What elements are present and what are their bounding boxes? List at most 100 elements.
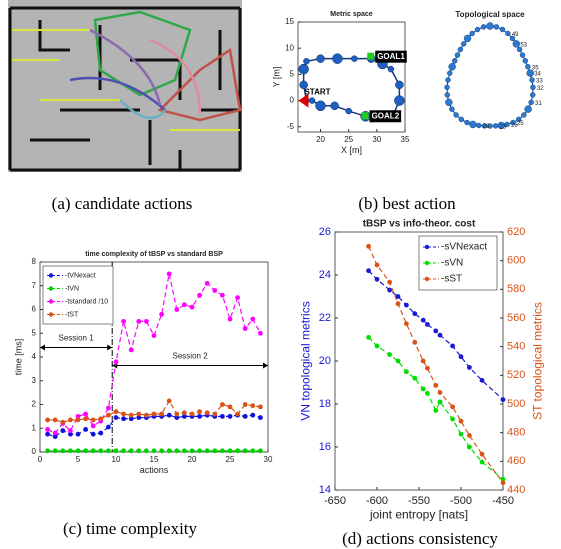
graph-node (470, 31, 475, 36)
point (144, 448, 149, 453)
point (76, 418, 81, 423)
point (450, 344, 455, 349)
point (375, 263, 380, 268)
chart-title: Topological space (455, 10, 525, 19)
point (404, 369, 409, 374)
graph-node (513, 40, 520, 47)
point (258, 415, 263, 420)
legend-label: -tVN (65, 285, 79, 292)
point (212, 288, 217, 293)
legend-marker (49, 299, 53, 303)
point (190, 305, 195, 310)
x-tick-label: 25 (344, 135, 353, 144)
graph-node (525, 64, 530, 69)
y2-tick-label: 580 (507, 283, 525, 295)
point (501, 397, 506, 402)
point (395, 81, 403, 89)
point (459, 432, 464, 437)
point (167, 271, 172, 276)
point (459, 354, 464, 359)
point (121, 416, 126, 421)
graph-node (455, 53, 460, 58)
point (387, 288, 392, 293)
point (387, 352, 392, 357)
point (404, 321, 409, 326)
graph-node (530, 92, 535, 97)
node-label: 35 (532, 65, 539, 71)
x-tick-label: 25 (226, 455, 235, 464)
point (60, 420, 65, 425)
point (136, 448, 141, 453)
point (45, 432, 50, 437)
y-tick-label: 15 (285, 17, 294, 26)
legend-marker (49, 286, 53, 290)
graph-node (523, 58, 528, 63)
point (68, 448, 73, 453)
point (159, 448, 164, 453)
y-tick-label: 14 (319, 484, 331, 496)
point (258, 448, 263, 453)
legend-label: -sST (441, 274, 462, 285)
point (136, 319, 141, 324)
point (190, 412, 195, 417)
point (243, 402, 248, 407)
y-tick-label: -5 (287, 122, 295, 131)
point (228, 414, 233, 419)
point (53, 448, 58, 453)
point (250, 448, 255, 453)
point (243, 326, 248, 331)
point (212, 448, 217, 453)
point (182, 448, 187, 453)
graph-node (461, 41, 466, 46)
point (83, 427, 88, 432)
y2-tick-label: 500 (507, 398, 525, 410)
y-tick-label: 5 (290, 69, 295, 78)
point (91, 448, 96, 453)
graph-node (445, 92, 450, 97)
annotation: Session 2 (173, 352, 209, 361)
point (98, 448, 103, 453)
x-tick-label: -650 (324, 495, 346, 507)
x-axis-label: actions (140, 465, 169, 475)
graph-node (525, 106, 532, 113)
point (91, 418, 96, 423)
point (121, 412, 126, 417)
point (250, 413, 255, 418)
x-tick-label: -600 (366, 495, 388, 507)
point (152, 448, 157, 453)
caption: (c) time complexity (63, 519, 198, 538)
point (467, 433, 472, 438)
graph-node (446, 78, 451, 83)
point (114, 415, 119, 420)
point (303, 58, 309, 64)
y2-tick-label: 480 (507, 427, 525, 439)
legend-label: -sVNexact (441, 242, 487, 253)
point (182, 302, 187, 307)
x-axis-label: joint entropy [nats] (369, 507, 468, 521)
graph-node (520, 53, 525, 58)
point (159, 312, 164, 317)
y-tick-label: 26 (319, 226, 331, 238)
point (331, 102, 339, 110)
y-tick-label: 4 (32, 352, 37, 361)
y2-tick-label: 620 (507, 226, 525, 238)
x-tick-label: 20 (188, 455, 197, 464)
legend-marker (425, 245, 429, 249)
point (394, 96, 404, 106)
graph-node (500, 27, 505, 32)
legend-marker (425, 261, 429, 265)
point (299, 64, 309, 74)
graph-node (475, 27, 480, 32)
point (243, 448, 248, 453)
y2-tick-label: 600 (507, 255, 525, 267)
y-tick-label: 0 (32, 447, 37, 456)
point (425, 366, 430, 371)
point (501, 480, 506, 485)
point (167, 413, 172, 418)
caption: (a) candidate actions (52, 194, 193, 213)
graph-node (521, 112, 526, 117)
graph-node (469, 121, 476, 128)
graph-node (494, 24, 499, 29)
point (250, 317, 255, 322)
node-label: 23 (500, 124, 507, 130)
